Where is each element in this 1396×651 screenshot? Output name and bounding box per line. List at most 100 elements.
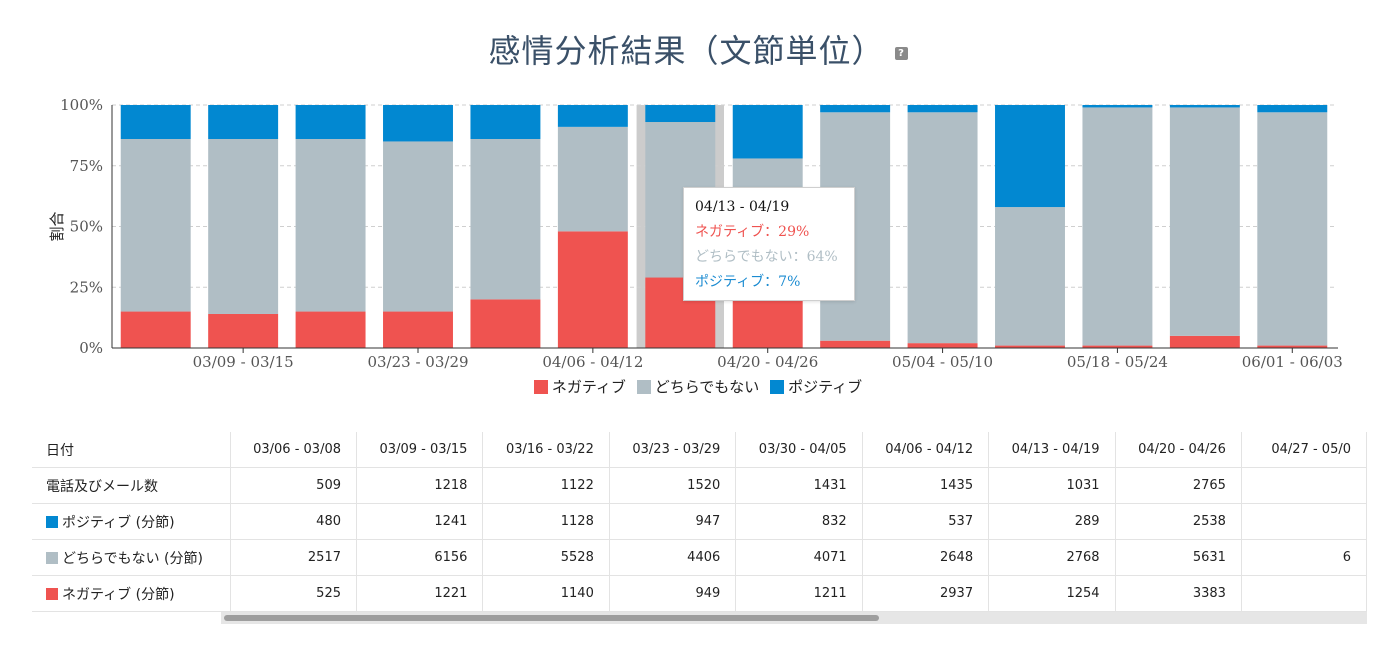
table-header-row: 日付 03/06 - 03/08 03/09 - 03/15 03/16 - 0… [32,432,1367,468]
bar-negative [907,343,978,348]
negative-swatch [46,587,58,600]
row-label-text: ネガティブ (分節) [62,586,175,603]
table-column-header: 03/06 - 03/08 [230,432,358,468]
scrollbar-thumb[interactable] [224,615,879,621]
table-cell: 1218 [356,467,484,504]
bar-negative [120,311,191,348]
tooltip-negative: ネガティブ：29% [695,224,810,240]
y-tick-label: 75% [70,157,103,175]
table-cell: 1435 [862,467,990,504]
bar-neutral [907,112,978,344]
bar-negative [1169,335,1240,348]
bar-positive [120,105,191,140]
legend-swatch-negative [533,380,548,394]
table-cell: 3383 [1115,575,1242,612]
bar-positive [1169,105,1240,108]
x-tick-label: 03/23 - 03/29 [367,353,468,370]
table-cell: 2937 [862,575,990,612]
table-cell [1241,575,1367,612]
table-cell: 289 [988,503,1116,540]
bar-positive [995,105,1065,208]
legend-item-negative[interactable]: ネガティブ [533,376,626,397]
bar-positive [383,105,453,142]
table-cell: 2517 [230,539,358,576]
table-cell: 6156 [356,539,484,576]
table-cell: 509 [230,467,358,504]
bar-neutral [995,207,1065,346]
table-cell: 4406 [609,539,737,576]
x-tick-label: 04/20 - 04/26 [717,353,818,370]
bar-neutral [208,139,279,314]
table-column-header: 03/30 - 04/05 [735,432,863,468]
table-cell: 2538 [1115,503,1242,540]
table-column-header: 03/16 - 03/22 [482,432,610,468]
legend-item-positive[interactable]: ポジティブ [770,376,862,397]
bar-positive [1257,105,1328,113]
row-label: ネガティブ (分節) [32,575,231,612]
x-tick-label: 05/18 - 05/24 [1067,353,1168,370]
table-column-header: 04/06 - 04/12 [862,432,990,468]
table-header-label: 日付 [32,432,231,468]
bar-positive [907,105,978,113]
legend-item-neutral[interactable]: どちらでもない [636,376,760,397]
row-label-text: ポジティブ (分節) [62,514,175,531]
table-cell: 1128 [482,503,610,540]
y-tick-label: 100% [60,96,103,114]
bar-positive [557,105,628,127]
table-column-header: 04/27 - 05/0 [1241,432,1367,468]
table-row: どちらでもない (分節) 2517 6156 5528 4406 4071 26… [32,539,1367,576]
chart-title: 感情分析結果（文節単位） [488,32,885,70]
horizontal-scrollbar[interactable] [221,612,1367,624]
table-cell: 1122 [482,467,610,504]
row-label-text: どちらでもない (分節) [62,550,203,567]
table-cell: 525 [230,575,358,612]
bar-positive [645,105,716,123]
bar-neutral [1257,112,1328,346]
table-cell: 1520 [609,467,737,504]
table-cell: 947 [609,503,737,540]
legend-label-neutral: どちらでもない [654,378,760,396]
y-tick-label: 50% [70,218,103,236]
bar-positive [820,105,891,113]
table-cell: 1241 [356,503,484,540]
legend-label-negative: ネガティブ [551,378,626,396]
bar-neutral [557,126,628,232]
bar-negative [995,345,1065,348]
table-column-header: 04/13 - 04/19 [988,432,1116,468]
x-tick-label: 05/04 - 05/10 [892,353,993,370]
table-cell: 4071 [735,539,863,576]
bar-positive [208,105,279,140]
bar-negative [470,299,541,348]
bar-neutral [383,141,453,312]
table-cell: 5528 [482,539,610,576]
bar-negative [208,313,279,348]
table-cell: 537 [862,503,990,540]
bar-negative [1257,345,1328,348]
table-column-header: 04/20 - 04/26 [1115,432,1242,468]
table-row: 電話及びメール数 509 1218 1122 1520 1431 1435 10… [32,467,1367,504]
table-cell: 1211 [735,575,863,612]
x-tick-label: 06/01 - 06/03 [1242,353,1343,370]
row-label: 電話及びメール数 [32,467,231,504]
bar-neutral [1082,107,1153,346]
table-cell: 1221 [356,575,484,612]
help-icon[interactable]: ? [894,47,908,60]
bar-positive [732,105,803,159]
bar-positive [295,105,366,140]
bar-positive [470,105,541,140]
neutral-swatch [46,551,58,564]
chart-tooltip: 04/13 - 04/19 ネガティブ：29% どちらでもない：64% ポジティ… [683,187,855,301]
table-cell: 6 [1241,539,1367,576]
table-cell: 1254 [988,575,1116,612]
table-cell: 1431 [735,467,863,504]
table-cell: 2648 [862,539,990,576]
data-table: 日付 03/06 - 03/08 03/09 - 03/15 03/16 - 0… [32,432,1367,612]
bar-positive [1082,105,1153,108]
bar-negative [383,311,453,348]
legend-swatch-neutral [636,380,651,394]
table-cell: 1031 [988,467,1116,504]
table-column-header: 03/23 - 03/29 [609,432,737,468]
chart-title-row: 感情分析結果（文節単位）? [0,26,1396,72]
table-cell: 2765 [1115,467,1242,504]
bar-neutral [1169,107,1240,336]
